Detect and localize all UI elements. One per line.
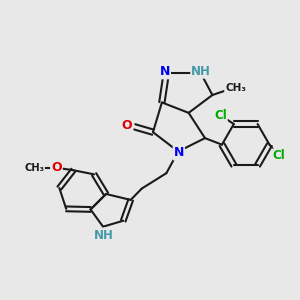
Text: N: N xyxy=(160,65,170,78)
Text: CH₃: CH₃ xyxy=(225,83,246,94)
Text: CH₃: CH₃ xyxy=(24,163,44,173)
Text: Cl: Cl xyxy=(272,149,285,162)
Text: O: O xyxy=(51,161,62,174)
Text: NH: NH xyxy=(191,65,211,78)
Text: Cl: Cl xyxy=(214,109,227,122)
Text: O: O xyxy=(122,119,132,132)
Text: N: N xyxy=(174,146,184,160)
Text: NH: NH xyxy=(94,229,114,242)
